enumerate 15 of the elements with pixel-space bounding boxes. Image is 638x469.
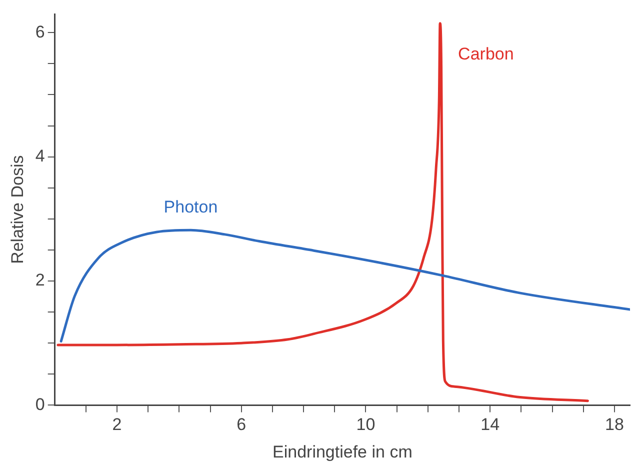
x-tick-label: 18 [604,415,624,434]
y-tick-label: 0 [35,394,45,414]
x-tick-label: 6 [236,415,246,434]
x-tick-label: 10 [356,415,376,434]
y-tick-label: 2 [35,270,45,290]
series-label: Carbon [458,44,514,64]
x-tick-label: 14 [480,415,500,434]
x-tick-label: 2 [112,415,122,434]
x-axis-title: Eindringtiefe in cm [272,442,412,462]
y-tick-label: 4 [35,146,45,166]
line-series [60,228,630,342]
line-series [56,22,589,402]
series-label: Photon [164,197,218,216]
y-axis-title: Relative Dosis [8,155,27,264]
y-tick-label: 6 [35,22,45,42]
